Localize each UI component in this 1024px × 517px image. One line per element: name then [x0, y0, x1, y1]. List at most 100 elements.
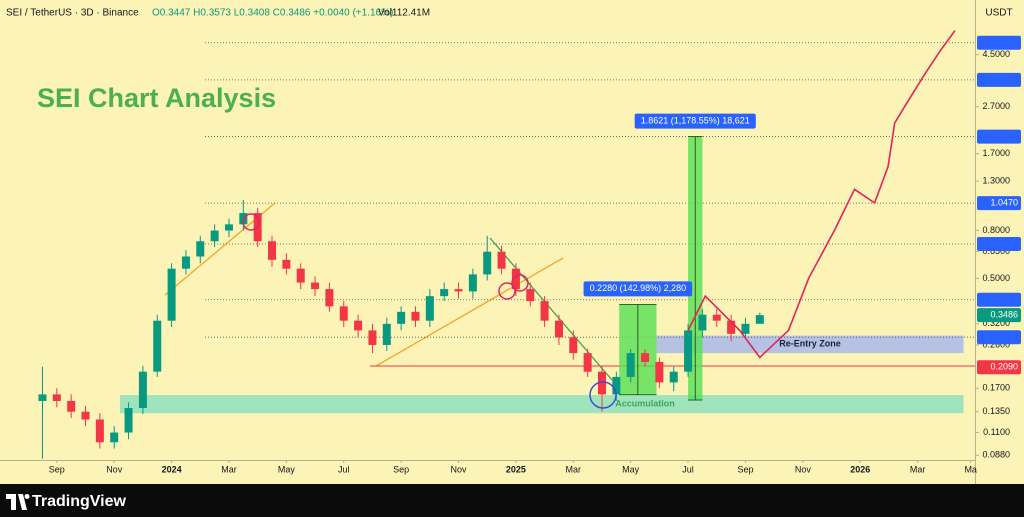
- candle-body: [368, 330, 377, 345]
- level-label-bg: [977, 72, 1021, 87]
- candle-body: [698, 314, 707, 331]
- level-label-bg: [977, 129, 1021, 144]
- candle-body: [181, 256, 190, 269]
- candle-body: [325, 289, 334, 307]
- candle-body: [641, 353, 650, 362]
- candle-body: [440, 289, 449, 297]
- x-tick-label: 2026: [850, 464, 870, 474]
- y-tick-label: 0.0880: [982, 450, 1010, 460]
- candle-body: [712, 314, 721, 321]
- candle-body: [655, 361, 664, 383]
- candle-body: [110, 432, 119, 443]
- candle-body: [224, 224, 233, 231]
- level-label: 1.0470: [990, 198, 1018, 208]
- x-tick-label: Sep: [737, 464, 753, 474]
- x-tick-label: 2024: [162, 464, 182, 474]
- candle-body: [511, 268, 520, 290]
- candle-body: [81, 411, 90, 420]
- candle-body: [210, 230, 219, 242]
- candle-body: [483, 251, 492, 275]
- y-tick-label: 2.7000: [982, 101, 1010, 111]
- x-tick-label: Mar: [221, 464, 237, 474]
- candle-body: [755, 315, 764, 324]
- x-tick-label: Sep: [393, 464, 409, 474]
- candle-body: [282, 259, 291, 269]
- symbol: SEI / TetherUS · 3D · Binance: [6, 8, 139, 19]
- candle-body: [124, 407, 133, 433]
- candle-body: [196, 241, 205, 257]
- y-tick-label: 4.5000: [982, 49, 1010, 59]
- candle-body: [454, 289, 463, 292]
- y-tick-label: 0.6500: [982, 246, 1010, 256]
- y-tick-label: 0.1350: [982, 406, 1010, 416]
- annotation: Accumulation: [615, 398, 675, 408]
- y-tick-label: 0.1100: [983, 427, 1010, 437]
- candle-body: [583, 353, 592, 372]
- x-tick-label: 2025: [506, 464, 526, 474]
- candle-body: [268, 241, 277, 260]
- candle-body: [468, 274, 477, 292]
- candle-body: [684, 330, 693, 372]
- footer-bar: [0, 484, 1024, 517]
- x-tick-label: Nov: [795, 464, 812, 474]
- level-label: 0.2090: [990, 362, 1018, 372]
- brand: TradingView: [32, 493, 127, 510]
- logo: TradingView: [6, 493, 127, 510]
- currency: USDT: [985, 8, 1012, 19]
- candle-body: [411, 311, 420, 321]
- candle-body: [497, 251, 506, 269]
- x-tick-label: Mar: [910, 464, 926, 474]
- x-tick-label: Ma: [964, 464, 977, 474]
- y-tick-label: 1.3000: [982, 175, 1010, 185]
- x-tick-label: Nov: [451, 464, 468, 474]
- ohlc: O0.3447 H0.3573 L0.3408 C0.3486 +0.0040 …: [152, 8, 393, 19]
- trend-line: [489, 237, 613, 381]
- zone: [119, 395, 964, 414]
- candle-body: [540, 301, 549, 321]
- level-label-bg: [977, 35, 1021, 50]
- annotations: [164, 202, 975, 381]
- highlight-circle: [498, 282, 516, 300]
- volume: Vol112.41M: [378, 8, 430, 19]
- candle-body: [296, 268, 305, 283]
- level-label-bg: [977, 292, 1021, 307]
- candle-body: [382, 323, 391, 345]
- x-tick-label: Jul: [682, 464, 694, 474]
- trend-line: [375, 257, 564, 367]
- level-label-bg: [977, 330, 1021, 345]
- level-label-bg: [977, 236, 1021, 251]
- candle-body: [95, 419, 104, 443]
- candle-body: [554, 320, 563, 338]
- candle-body: [138, 371, 147, 408]
- x-tick-label: May: [622, 464, 640, 474]
- level-label-bg: [977, 196, 1021, 211]
- y-tick-label: 0.2600: [982, 339, 1010, 349]
- x-tick-label: Jul: [338, 464, 350, 474]
- last-price-label: 0.3486: [990, 309, 1018, 319]
- x-tick-label: May: [278, 464, 296, 474]
- y-tick-label: 1.7000: [982, 148, 1010, 158]
- highlight-circle: [242, 213, 260, 231]
- zone: [656, 335, 964, 354]
- candle-body: [153, 320, 162, 372]
- projection-line: [687, 30, 956, 359]
- level-label-bg: [977, 360, 1021, 375]
- candle-body: [626, 353, 635, 377]
- candle-body: [669, 371, 678, 383]
- candle-body: [425, 296, 434, 321]
- candle-body: [569, 337, 578, 354]
- x-tick-label: Mar: [566, 464, 582, 474]
- highlight-circle: [511, 274, 529, 292]
- x-tick-label: Sep: [49, 464, 65, 474]
- candle-body: [526, 289, 535, 302]
- last-price-label-bg: [977, 308, 1021, 323]
- candle-body: [52, 394, 61, 401]
- candle-body: [67, 400, 76, 412]
- y-tick-label: 0.5000: [982, 273, 1010, 283]
- candle-body: [167, 268, 176, 321]
- candle-body: [597, 371, 606, 395]
- chart-title: SEI Chart Analysis: [37, 83, 276, 113]
- candle-body: [727, 320, 736, 334]
- measure-label-bg: [583, 281, 693, 297]
